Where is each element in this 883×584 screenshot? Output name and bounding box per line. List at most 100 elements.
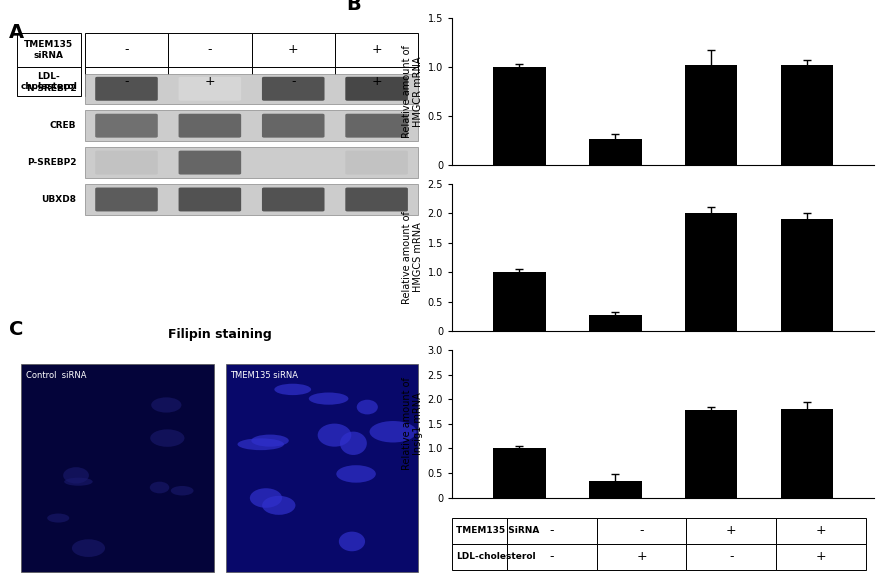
FancyBboxPatch shape [168,33,252,67]
FancyBboxPatch shape [345,187,408,211]
Text: TMEM135 siRNA: TMEM135 siRNA [230,371,298,380]
FancyBboxPatch shape [252,33,335,67]
FancyBboxPatch shape [452,518,507,544]
FancyBboxPatch shape [776,544,865,569]
Text: TMEM135 SiRNA: TMEM135 SiRNA [457,526,540,536]
Ellipse shape [275,384,311,395]
Ellipse shape [250,488,282,507]
Text: UBXD8: UBXD8 [42,195,76,204]
Bar [493,272,546,331]
FancyBboxPatch shape [507,518,597,544]
Ellipse shape [309,392,349,405]
Ellipse shape [318,423,351,447]
FancyBboxPatch shape [452,544,507,569]
FancyBboxPatch shape [18,33,80,67]
Ellipse shape [238,439,284,450]
Bar [684,213,737,331]
FancyBboxPatch shape [178,187,241,211]
Ellipse shape [64,478,93,486]
Bar [589,481,642,498]
Text: +: + [816,550,826,563]
FancyBboxPatch shape [21,364,214,572]
Bar [781,219,834,331]
Ellipse shape [370,421,417,443]
FancyBboxPatch shape [226,364,419,572]
FancyBboxPatch shape [686,544,776,569]
Bar [493,67,546,165]
Text: +: + [726,524,736,537]
Text: LDL-
cholesterol: LDL- cholesterol [20,72,78,92]
Ellipse shape [339,531,365,551]
Y-axis label: Relative amount of
HMGCS mRNA: Relative amount of HMGCS mRNA [402,211,423,304]
FancyBboxPatch shape [345,114,408,138]
Y-axis label: Relative amount of
Insig1 mRNA: Relative amount of Insig1 mRNA [402,377,423,470]
Ellipse shape [64,467,89,484]
Bar [684,410,737,498]
Text: +: + [636,550,646,563]
FancyBboxPatch shape [507,544,597,569]
Text: -: - [549,524,554,537]
Bar [589,138,642,165]
Text: -: - [125,43,129,57]
Ellipse shape [151,397,181,413]
Text: +: + [371,43,382,57]
Ellipse shape [170,486,193,495]
Ellipse shape [150,429,185,447]
Text: P-SREBP2: P-SREBP2 [26,158,76,167]
Text: Filipin staining: Filipin staining [168,328,272,341]
FancyBboxPatch shape [85,147,419,178]
FancyBboxPatch shape [168,67,252,96]
FancyBboxPatch shape [335,67,419,96]
FancyBboxPatch shape [95,114,158,138]
Text: -: - [549,550,554,563]
Ellipse shape [47,513,69,523]
Ellipse shape [340,432,366,455]
FancyBboxPatch shape [345,151,408,175]
FancyBboxPatch shape [85,184,419,215]
Bar [781,409,834,498]
FancyBboxPatch shape [262,151,325,175]
FancyBboxPatch shape [178,151,241,175]
Bar [781,65,834,165]
Ellipse shape [252,434,289,447]
FancyBboxPatch shape [252,67,335,96]
Text: B: B [346,0,361,15]
Text: N-SREBP2: N-SREBP2 [26,84,76,93]
FancyBboxPatch shape [776,518,865,544]
FancyBboxPatch shape [686,518,776,544]
FancyBboxPatch shape [335,33,419,67]
FancyBboxPatch shape [178,77,241,101]
Ellipse shape [357,399,378,415]
FancyBboxPatch shape [262,77,325,101]
Ellipse shape [72,539,105,557]
Ellipse shape [262,496,296,515]
Bar [589,315,642,331]
Y-axis label: Relative amount of
HMGCR mRNA: Relative amount of HMGCR mRNA [402,45,424,138]
Text: -: - [125,75,129,88]
Text: CREB: CREB [49,121,76,130]
Text: +: + [816,524,826,537]
Text: +: + [205,75,215,88]
FancyBboxPatch shape [85,74,419,104]
Text: TMEM135
siRNA: TMEM135 siRNA [25,40,73,60]
FancyBboxPatch shape [85,110,419,141]
Bar [684,65,737,165]
FancyBboxPatch shape [597,544,686,569]
FancyBboxPatch shape [85,33,168,67]
FancyBboxPatch shape [95,187,158,211]
Text: -: - [639,524,644,537]
Text: A: A [9,23,24,41]
FancyBboxPatch shape [18,67,80,96]
FancyBboxPatch shape [85,67,168,96]
Text: Control  siRNA: Control siRNA [26,371,87,380]
Ellipse shape [336,465,376,482]
Text: -: - [208,43,212,57]
Text: -: - [291,75,296,88]
Ellipse shape [150,482,170,493]
FancyBboxPatch shape [95,77,158,101]
Text: -: - [729,550,734,563]
FancyBboxPatch shape [262,114,325,138]
Text: LDL-cholesterol: LDL-cholesterol [457,552,536,561]
FancyBboxPatch shape [95,151,158,175]
Text: +: + [371,75,382,88]
